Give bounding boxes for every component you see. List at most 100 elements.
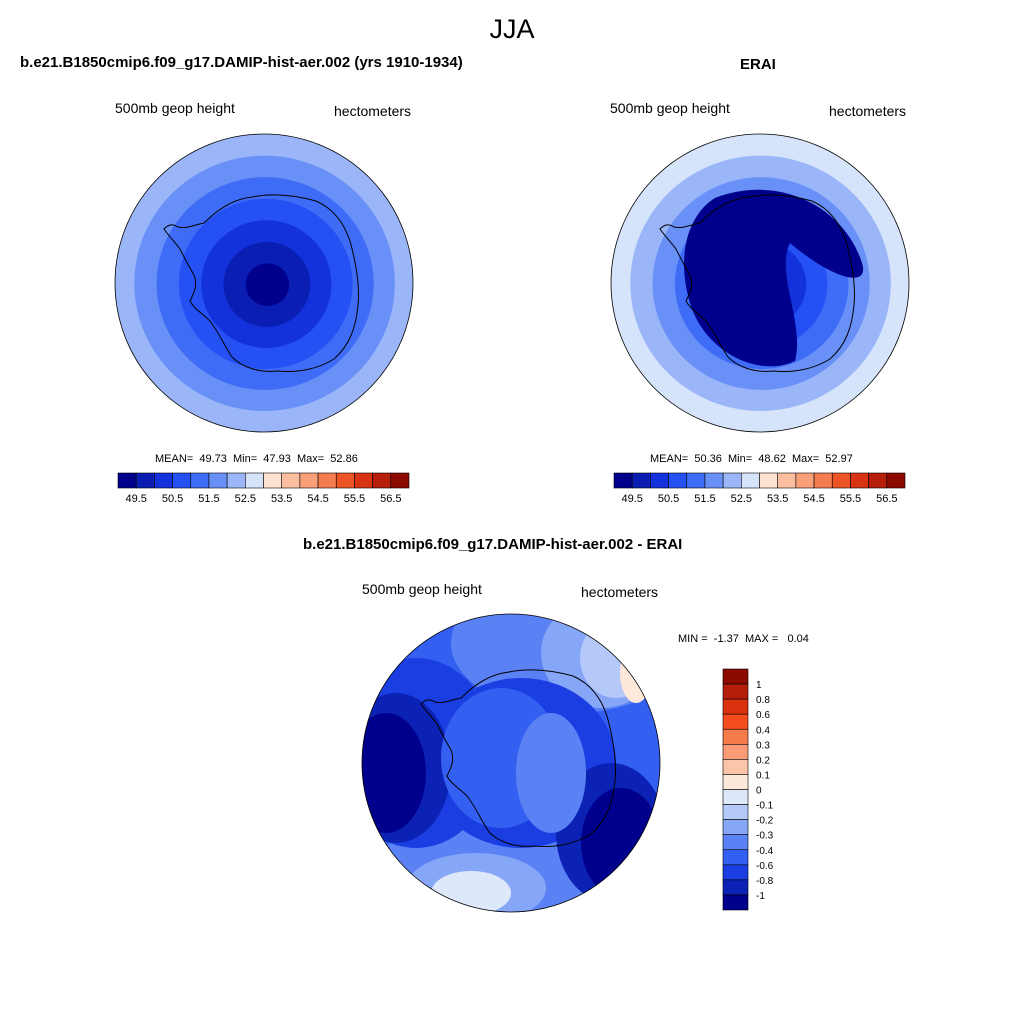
erai-mean-label: MEAN= [650,453,689,465]
colorbar-box [722,849,749,866]
colorbar-tick-label: 50.5 [162,493,183,505]
colorbar-box [613,472,633,489]
colorbar-box [668,472,688,489]
colorbar-box [686,472,706,489]
colorbar-tick-label: 1 [756,680,762,691]
colorbar-tick-label: -0.3 [756,831,774,842]
contour-band [245,263,290,306]
colorbar-tick-label: 49.5 [125,493,146,505]
colorbar-box [722,683,749,700]
erai-max-label: Max= [791,453,820,465]
model-variable-label: 500mb geop height [115,100,235,116]
model-min-label: Min= [233,453,258,465]
colorbar-tick-label: -0.6 [756,861,774,872]
colorbar-tick-label: 50.5 [658,493,679,505]
colorbar-tick-label: 52.5 [235,493,256,505]
colorbar-box [722,744,749,760]
colorbar-tick-label: 51.5 [198,493,219,505]
colorbar-box [722,713,749,730]
model-max-value: 52.86 [330,453,358,465]
diff-band [362,713,426,833]
model-panel-title: b.e21.B1850cmip6.f09_g17.DAMIP-hist-aer.… [20,54,463,71]
colorbar-tick-label: 54.5 [803,493,824,505]
colorbar-box [722,804,749,820]
contour-band-core [684,189,864,367]
colorbar-tick-label: 0.2 [756,755,770,766]
colorbar-box [759,472,778,489]
map-clip [611,134,909,432]
model-mean-label: MEAN= [155,453,194,465]
colorbar-box [722,879,749,896]
map-border [610,133,910,433]
colorbar-box [135,472,155,489]
colorbar-box [722,728,749,745]
colorbar-box [190,472,210,489]
colorbar-box [631,472,651,489]
difference-min-value: -1.37 [713,633,739,645]
colorbar-box [263,472,282,489]
colorbar-box [722,894,749,911]
colorbar-box [722,819,749,835]
colorbar-box [722,698,749,715]
colorbar-tick-label: 0.3 [756,740,770,751]
difference-units-label: hectometers [581,584,659,600]
colorbar-tick-label: 52.5 [731,493,752,505]
colorbar-box [722,668,749,685]
figure-title: JJA [489,14,535,44]
colorbar-box [741,472,760,489]
diff-band [581,788,660,898]
colorbar-tick-label: 0.6 [756,710,770,721]
colorbar-tick-label: 53.5 [767,493,788,505]
erai-max-value: 52.97 [825,453,853,465]
colorbar-box [722,834,749,851]
erai-min-label: Min= [728,453,753,465]
colorbar-box [886,472,906,489]
colorbar-tick-label: 0.8 [756,695,770,706]
model-max-label: Max= [296,453,325,465]
map-border [114,133,414,433]
colorbar-box [722,774,749,790]
colorbar-box [722,789,749,805]
colorbar-tick-label: 0.1 [756,770,770,781]
colorbar-tick-label: -0.2 [756,816,774,827]
colorbar-box [117,472,137,489]
colorbar-box [722,759,749,775]
colorbar-box [722,864,749,881]
diff-band [580,618,652,698]
model-mean-value: 49.73 [199,453,227,465]
colorbar-box [850,472,869,489]
colorbar-tick-label: -0.1 [756,801,774,812]
erai-units-label: hectometers [829,103,907,119]
diff-band [620,643,652,703]
colorbar-box [831,472,851,489]
diff-band [516,713,586,833]
difference-map [361,613,661,913]
colorbar-box [795,472,815,489]
erai-panel-title: ERAI [740,56,776,73]
colorbar-box [245,472,264,489]
colorbar-box [372,472,392,489]
colorbar-tick-label: 0.4 [756,725,770,736]
colorbar-tick-label: 49.5 [621,493,642,505]
colorbar-box [299,472,319,489]
colorbar-box [650,472,669,489]
colorbar-tick-label: 56.5 [876,493,897,505]
erai-mean-value: 50.36 [694,453,722,465]
difference-stats: MIN = -1.37 MAX = 0.04 [678,633,809,645]
diff-band [431,871,511,912]
colorbar-box [868,472,888,489]
difference-max-value: 0.04 [787,633,809,645]
erai-stats: MEAN= 50.36 Min= 48.62 Max= 52.97 [650,453,853,465]
map-clip [115,134,413,432]
colorbar-box [154,472,173,489]
colorbar-box [390,472,410,489]
difference-min-label: MIN = [678,633,708,645]
colorbar-box [813,472,833,489]
colorbar-box [722,472,742,489]
colorbar-box [281,472,301,489]
colorbar-box [226,472,246,489]
colorbar-tick-label: 0 [756,786,762,797]
model-min-value: 47.93 [263,453,291,465]
colorbars: 49.5 50.5 51.5 52.5 53.5 54.5 55.5 56.5 49.5 50.5… [117,472,906,911]
colorbar-box [777,472,797,489]
